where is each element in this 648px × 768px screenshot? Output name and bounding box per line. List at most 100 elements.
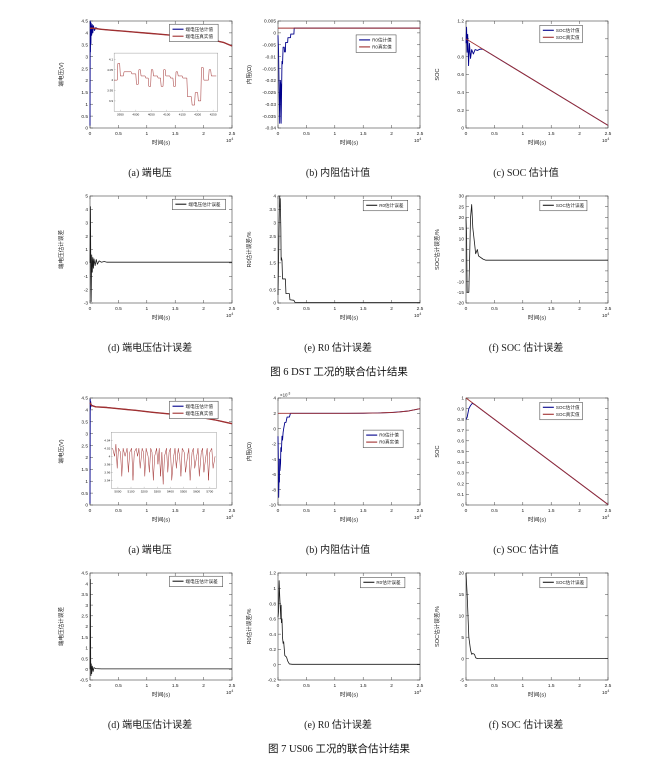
svg-text:1: 1 — [333, 131, 336, 137]
svg-text:2.5: 2.5 — [229, 683, 236, 689]
svg-text:4.1: 4.1 — [109, 57, 114, 61]
svg-text:0: 0 — [465, 306, 468, 312]
subcaption-fig6-f: (f) SOC 估计误差 — [488, 343, 564, 354]
chart-fig7e-r0-error: 0 0.5 1 1.5 2 2.5 -0.2 0 0.2 0.4 0.6 0.8 1 1.2 时间(s) 10… — [244, 564, 432, 710]
svg-text:2: 2 — [85, 78, 88, 84]
svg-text:R0估计值: R0估计值 — [379, 432, 399, 439]
subcaption-fig6-a: (a) 端电压 — [128, 168, 172, 179]
svg-text:1.5: 1.5 — [172, 306, 179, 312]
svg-text:3: 3 — [85, 220, 88, 226]
svg-text:0.6: 0.6 — [269, 617, 276, 623]
svg-text:SOC估计误差: SOC估计误差 — [556, 579, 585, 586]
figure-6-subcaptions-row1: (a) 端电压 (b) 内阻估计值 (c) SOC 估计值 — [56, 158, 622, 187]
svg-text:5: 5 — [461, 635, 464, 641]
svg-text:×10-3: ×10-3 — [280, 392, 291, 398]
svg-text:104: 104 — [226, 689, 233, 696]
svg-text:104: 104 — [602, 514, 609, 521]
svg-text:时间(s): 时间(s) — [340, 314, 358, 322]
svg-text:-10: -10 — [457, 279, 464, 285]
svg-text:-0.025: -0.025 — [262, 90, 276, 96]
svg-text:4: 4 — [273, 194, 276, 200]
svg-text:-5: -5 — [460, 269, 465, 275]
svg-text:1: 1 — [85, 646, 88, 652]
svg-text:0.9: 0.9 — [457, 406, 464, 412]
subcaption-fig7-b: (b) 内阻估计值 — [305, 545, 371, 556]
svg-text:0.5: 0.5 — [115, 131, 122, 137]
svg-text:SOC估计值: SOC估计值 — [556, 27, 580, 34]
svg-text:1.2: 1.2 — [457, 19, 464, 25]
svg-text:25: 25 — [459, 204, 465, 210]
svg-text:端电压估计值: 端电压估计值 — [186, 26, 214, 33]
svg-text:0: 0 — [465, 683, 468, 689]
svg-text:-20: -20 — [457, 301, 464, 307]
chart-fig6d-voltage-error: 0 0.5 1 1.5 2 2.5 -3 -2 -1 0 1 2 3 4 5 时间(s) 104 端电压估计误差端… — [56, 187, 244, 333]
svg-text:2: 2 — [390, 683, 393, 689]
svg-text:-2: -2 — [272, 442, 277, 448]
svg-text:2: 2 — [390, 306, 393, 312]
svg-text:1: 1 — [85, 247, 88, 253]
chart-fig6b-resistance-estimate: 0 0.5 1 1.5 2 2.5 -0.04 -0.035 -0.03 -0.025 -0.02 -… — [244, 12, 432, 158]
svg-text:0.8: 0.8 — [457, 417, 464, 423]
chart-fig7b-resistance-estimate: 0 0.5 1 1.5 2 2.5 -10 -8 -6 -4 -2 0 2 4 时间(s) 104 ×10-3 内… — [244, 389, 432, 535]
svg-text:0.4: 0.4 — [457, 90, 464, 96]
svg-text:3: 3 — [85, 54, 88, 60]
svg-text:R0估计误差: R0估计误差 — [379, 202, 404, 209]
svg-text:0: 0 — [277, 683, 280, 689]
svg-text:10: 10 — [459, 237, 465, 243]
svg-text:5000: 5000 — [114, 489, 121, 493]
svg-text:1.5: 1.5 — [360, 131, 367, 137]
svg-text:1: 1 — [145, 683, 148, 689]
svg-text:0.5: 0.5 — [269, 287, 276, 293]
svg-text:0.5: 0.5 — [491, 306, 498, 312]
svg-text:5500: 5500 — [180, 489, 187, 493]
svg-text:1: 1 — [333, 683, 336, 689]
svg-text:4050: 4050 — [148, 112, 155, 116]
svg-text:2: 2 — [85, 455, 88, 461]
svg-text:4250: 4250 — [210, 112, 217, 116]
svg-text:-0.5: -0.5 — [80, 678, 89, 684]
svg-text:2.5: 2.5 — [269, 234, 276, 240]
svg-text:104: 104 — [226, 514, 233, 521]
svg-text:-8: -8 — [272, 487, 277, 493]
svg-text:104: 104 — [414, 137, 421, 144]
svg-text:4000: 4000 — [132, 112, 139, 116]
svg-text:1.5: 1.5 — [360, 508, 367, 514]
svg-text:2: 2 — [578, 683, 581, 689]
svg-text:1: 1 — [145, 508, 148, 514]
subcaption-fig7-c: (c) SOC 估计值 — [493, 545, 559, 556]
svg-text:1.5: 1.5 — [548, 131, 555, 137]
svg-text:3: 3 — [273, 220, 276, 226]
svg-text:2: 2 — [202, 131, 205, 137]
svg-text:SOC估计值: SOC估计值 — [556, 404, 580, 411]
svg-text:20: 20 — [459, 571, 465, 577]
svg-text:104: 104 — [414, 312, 421, 319]
svg-text:5600: 5600 — [193, 489, 200, 493]
svg-text:0: 0 — [277, 508, 280, 514]
svg-text:4.05: 4.05 — [107, 68, 113, 72]
svg-text:1.5: 1.5 — [360, 683, 367, 689]
svg-text:端电压估计误差: 端电压估计误差 — [188, 201, 221, 208]
svg-text:0: 0 — [465, 131, 468, 137]
svg-text:3.98: 3.98 — [104, 462, 110, 466]
figure-6-block: 0 0.5 1 1.5 2 2.5 0 0.5 1 1.5 2 2.5 3 3.5 4 4.5 时间(s) 104… — [56, 12, 622, 389]
subcaption-fig7-e: (e) R0 估计误差 — [304, 720, 372, 731]
svg-text:0: 0 — [85, 126, 88, 132]
svg-text:4.5: 4.5 — [81, 571, 88, 577]
chart-fig6e-r0-error: 0 0.5 1 1.5 2 2.5 0 0.5 1 1.5 2 2.5 3 3.5 4 时间(s) 104 R0估… — [244, 187, 432, 333]
svg-text:0.8: 0.8 — [269, 601, 276, 607]
figure-6-caption: 图 6 DST 工况的联合估计结果 — [270, 367, 408, 378]
svg-text:5100: 5100 — [128, 489, 135, 493]
svg-text:104: 104 — [602, 689, 609, 696]
svg-text:1: 1 — [145, 131, 148, 137]
svg-text:104: 104 — [226, 312, 233, 319]
svg-text:0.5: 0.5 — [115, 306, 122, 312]
svg-text:-4: -4 — [272, 457, 277, 463]
svg-text:2: 2 — [578, 306, 581, 312]
svg-text:0.6: 0.6 — [457, 439, 464, 445]
svg-text:15: 15 — [459, 226, 465, 232]
figure-6-subcaptions-row2: (d) 端电压估计误差 (e) R0 估计误差 (f) SOC 估计误差 — [56, 333, 622, 362]
svg-text:2.5: 2.5 — [229, 306, 236, 312]
svg-text:0: 0 — [461, 258, 464, 264]
svg-text:15: 15 — [459, 592, 465, 598]
svg-text:1.5: 1.5 — [81, 467, 88, 473]
